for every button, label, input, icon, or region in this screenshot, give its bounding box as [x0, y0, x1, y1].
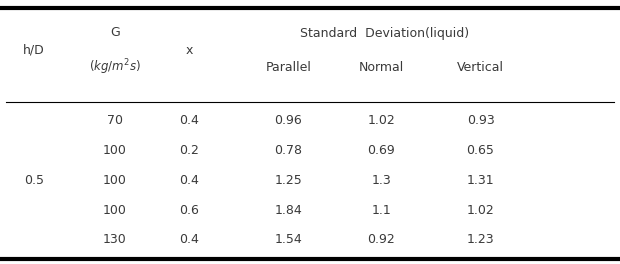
Text: 0.78: 0.78: [274, 144, 303, 157]
Text: 1.31: 1.31: [467, 174, 494, 187]
Text: 1.23: 1.23: [467, 233, 494, 246]
Text: 100: 100: [103, 174, 126, 187]
Text: 0.4: 0.4: [179, 174, 199, 187]
Text: Parallel: Parallel: [265, 61, 311, 74]
Text: 1.54: 1.54: [275, 233, 302, 246]
Text: x: x: [185, 44, 193, 57]
Text: Normal: Normal: [359, 61, 404, 74]
Text: 1.84: 1.84: [275, 204, 302, 216]
Text: 0.6: 0.6: [179, 204, 199, 216]
Text: G: G: [110, 26, 120, 40]
Text: 0.5: 0.5: [24, 174, 44, 187]
Text: 1.1: 1.1: [371, 204, 391, 216]
Text: 130: 130: [103, 233, 126, 246]
Text: Vertical: Vertical: [457, 61, 504, 74]
Text: 0.65: 0.65: [467, 144, 494, 157]
Text: h/D: h/D: [23, 44, 45, 57]
Text: 0.2: 0.2: [179, 144, 199, 157]
Text: 70: 70: [107, 114, 123, 127]
Text: 0.96: 0.96: [275, 114, 302, 127]
Text: 0.4: 0.4: [179, 114, 199, 127]
Text: 0.4: 0.4: [179, 233, 199, 246]
Text: 1.02: 1.02: [368, 114, 395, 127]
Text: 100: 100: [103, 204, 126, 216]
Text: Standard  Deviation(liquid): Standard Deviation(liquid): [300, 26, 469, 40]
Text: 1.25: 1.25: [275, 174, 302, 187]
Text: 100: 100: [103, 144, 126, 157]
Text: 0.69: 0.69: [368, 144, 395, 157]
Text: 1.02: 1.02: [467, 204, 494, 216]
Text: 0.92: 0.92: [368, 233, 395, 246]
Text: 0.93: 0.93: [467, 114, 494, 127]
Text: 1.3: 1.3: [371, 174, 391, 187]
Text: $(kg/m^2s)$: $(kg/m^2s)$: [89, 58, 141, 77]
